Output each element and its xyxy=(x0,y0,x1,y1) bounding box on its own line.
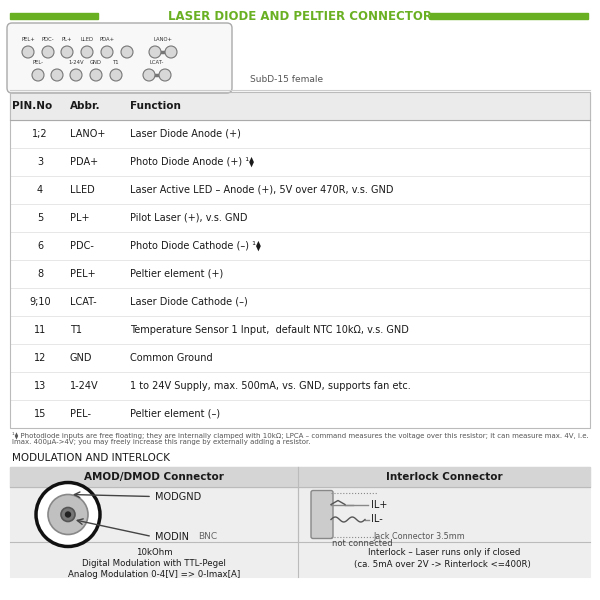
Text: Photo Diode Cathode (–) ¹⧫: Photo Diode Cathode (–) ¹⧫ xyxy=(130,241,261,251)
Circle shape xyxy=(70,69,82,81)
Bar xyxy=(10,92,590,120)
Bar xyxy=(10,92,590,428)
Text: PIN.No: PIN.No xyxy=(12,101,52,111)
Text: 5: 5 xyxy=(37,213,43,223)
Circle shape xyxy=(61,508,75,521)
FancyBboxPatch shape xyxy=(7,23,232,93)
Text: T1: T1 xyxy=(70,325,82,335)
Text: Digital Modulation with TTL-Pegel: Digital Modulation with TTL-Pegel xyxy=(82,559,226,568)
Text: not connected: not connected xyxy=(332,539,392,547)
Text: Imax. 400µA->4V; you may freely increase this range by externally adding a resis: Imax. 400µA->4V; you may freely increase… xyxy=(12,439,311,445)
Text: MODULATION AND INTERLOCK: MODULATION AND INTERLOCK xyxy=(12,453,170,463)
Text: Common Ground: Common Ground xyxy=(130,353,212,363)
Text: 1-24V: 1-24V xyxy=(68,60,84,65)
Text: MODIN: MODIN xyxy=(155,532,189,541)
Text: PEL+: PEL+ xyxy=(21,37,35,42)
Text: AMOD/DMOD Connector: AMOD/DMOD Connector xyxy=(84,472,224,482)
Text: 6: 6 xyxy=(37,241,43,251)
Text: Peltier element (+): Peltier element (+) xyxy=(130,269,223,279)
Text: PL+: PL+ xyxy=(62,37,72,42)
Text: Laser Diode Cathode (–): Laser Diode Cathode (–) xyxy=(130,297,248,307)
Circle shape xyxy=(48,494,88,535)
Circle shape xyxy=(81,46,93,58)
Text: PL+: PL+ xyxy=(70,213,89,223)
Circle shape xyxy=(149,46,161,58)
Circle shape xyxy=(51,69,63,81)
Text: PDC-: PDC- xyxy=(70,241,94,251)
Text: GND: GND xyxy=(70,353,92,363)
Text: Interlock Connector: Interlock Connector xyxy=(386,472,502,482)
Bar xyxy=(10,13,98,19)
Text: Jack Connector 3.5mm: Jack Connector 3.5mm xyxy=(373,532,465,541)
Text: 11: 11 xyxy=(34,325,46,335)
Text: 1-24V: 1-24V xyxy=(70,381,98,391)
Circle shape xyxy=(110,69,122,81)
Text: Interlock – Laser runs only if closed: Interlock – Laser runs only if closed xyxy=(368,548,520,557)
Text: Pilot Laser (+), v.s. GND: Pilot Laser (+), v.s. GND xyxy=(130,213,248,223)
Text: Laser Active LED – Anode (+), 5V over 470R, v.s. GND: Laser Active LED – Anode (+), 5V over 47… xyxy=(130,185,394,195)
Text: MODGND: MODGND xyxy=(155,491,201,502)
Text: ¹⧫ Photodiode inputs are free floating; they are internally clamped with 10kΩ; L: ¹⧫ Photodiode inputs are free floating; … xyxy=(12,431,589,439)
Text: 3: 3 xyxy=(37,157,43,167)
FancyBboxPatch shape xyxy=(311,491,333,539)
Bar xyxy=(10,467,298,487)
Text: LLED: LLED xyxy=(80,37,94,42)
Circle shape xyxy=(143,69,155,81)
Text: 15: 15 xyxy=(34,409,46,419)
Text: (ca. 5mA over 2V -> Rinterlock <=400R): (ca. 5mA over 2V -> Rinterlock <=400R) xyxy=(353,560,530,569)
Circle shape xyxy=(159,69,171,81)
Circle shape xyxy=(65,512,71,517)
Text: Function: Function xyxy=(130,101,181,111)
Text: Analog Modulation 0-4[V] => 0-Imax[A]: Analog Modulation 0-4[V] => 0-Imax[A] xyxy=(68,570,240,579)
Text: 4: 4 xyxy=(37,185,43,195)
Text: Peltier element (–): Peltier element (–) xyxy=(130,409,220,419)
Text: LANO+: LANO+ xyxy=(70,129,106,139)
Text: 1 to 24V Supply, max. 500mA, vs. GND, supports fan etc.: 1 to 24V Supply, max. 500mA, vs. GND, su… xyxy=(130,381,411,391)
Text: PDA+: PDA+ xyxy=(100,37,115,42)
Circle shape xyxy=(165,46,177,58)
Text: BNC: BNC xyxy=(198,532,217,541)
Text: LCAT-: LCAT- xyxy=(150,60,164,65)
Bar xyxy=(10,467,590,577)
Text: 8: 8 xyxy=(37,269,43,279)
Text: 1;2: 1;2 xyxy=(32,129,48,139)
Circle shape xyxy=(61,46,73,58)
Circle shape xyxy=(32,69,44,81)
Circle shape xyxy=(36,482,100,547)
Text: PDA+: PDA+ xyxy=(70,157,98,167)
Text: 9;10: 9;10 xyxy=(29,297,51,307)
Text: LANO+: LANO+ xyxy=(154,37,173,42)
Text: GND: GND xyxy=(90,60,102,65)
Circle shape xyxy=(121,46,133,58)
Text: Temperature Sensor 1 Input,  default NTC 10kΩ, v.s. GND: Temperature Sensor 1 Input, default NTC … xyxy=(130,325,409,335)
Bar xyxy=(298,467,590,487)
Circle shape xyxy=(101,46,113,58)
Bar xyxy=(430,13,588,19)
Text: LASER DIODE AND PELTIER CONNECTOR: LASER DIODE AND PELTIER CONNECTOR xyxy=(168,10,432,22)
Text: IL+: IL+ xyxy=(371,499,388,509)
Text: PEL+: PEL+ xyxy=(70,269,95,279)
Text: Photo Diode Anode (+) ¹⧫: Photo Diode Anode (+) ¹⧫ xyxy=(130,157,254,167)
Text: SubD-15 female: SubD-15 female xyxy=(250,76,323,85)
Text: T1: T1 xyxy=(113,60,119,65)
Text: PEL-: PEL- xyxy=(32,60,44,65)
Circle shape xyxy=(90,69,102,81)
Text: Abbr.: Abbr. xyxy=(70,101,101,111)
Text: 12: 12 xyxy=(34,353,46,363)
Text: PEL-: PEL- xyxy=(70,409,91,419)
Text: 13: 13 xyxy=(34,381,46,391)
Text: LLED: LLED xyxy=(70,185,95,195)
Text: Laser Diode Anode (+): Laser Diode Anode (+) xyxy=(130,129,241,139)
Text: PDC-: PDC- xyxy=(41,37,55,42)
Text: LCAT-: LCAT- xyxy=(70,297,97,307)
Text: IL-: IL- xyxy=(371,514,383,524)
Text: 10kOhm: 10kOhm xyxy=(136,548,172,557)
Circle shape xyxy=(42,46,54,58)
Circle shape xyxy=(22,46,34,58)
